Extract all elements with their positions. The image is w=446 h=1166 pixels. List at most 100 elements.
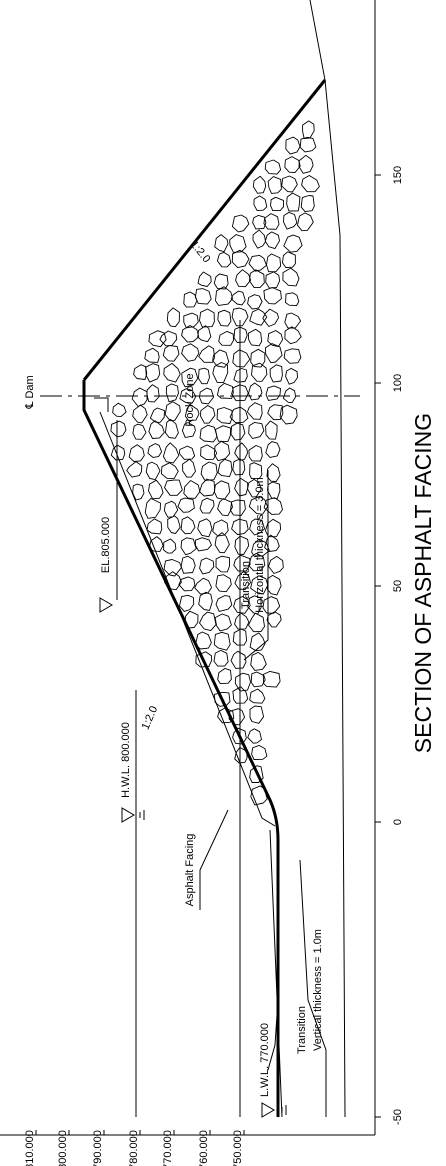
rock: [265, 385, 281, 401]
rock: [149, 407, 165, 423]
ground-line: [309, 0, 326, 81]
rock: [194, 631, 212, 650]
rock: [263, 213, 280, 230]
foundation-line: [324, 79, 346, 1118]
rock: [283, 234, 303, 253]
rock: [232, 349, 251, 368]
rock: [212, 519, 229, 537]
rock: [266, 574, 282, 596]
level-symbol: [99, 597, 113, 613]
rock: [213, 649, 229, 667]
rock: [248, 552, 266, 572]
rock: [285, 292, 300, 307]
rock: [234, 477, 249, 497]
rock: [266, 611, 282, 628]
rock: [265, 441, 281, 458]
rock: [284, 312, 302, 329]
rock: [253, 195, 268, 212]
rock: [184, 404, 200, 421]
rock: [217, 667, 232, 685]
rock: [163, 538, 177, 554]
rock: [179, 594, 195, 612]
rock: [194, 288, 212, 305]
rock: [267, 404, 284, 421]
rock: [263, 497, 283, 515]
rock: [234, 672, 251, 692]
rock: [197, 518, 213, 538]
rock: [247, 294, 263, 310]
rock: [132, 404, 148, 424]
rock: [214, 532, 230, 554]
rock: [215, 286, 233, 306]
rock-zone: [110, 120, 320, 806]
rock: [214, 234, 229, 253]
transition-label: Transition: [240, 561, 252, 609]
rock: [269, 364, 283, 383]
rock: [231, 307, 249, 327]
rock: [146, 518, 163, 535]
rock: [164, 418, 179, 439]
rock: [199, 387, 215, 405]
rock: [249, 462, 263, 479]
rock: [213, 631, 231, 651]
rock: [284, 326, 302, 345]
elevation-label: 790.000: [92, 1130, 104, 1166]
rock: [212, 349, 230, 368]
rock: [162, 345, 180, 362]
rock: [165, 383, 179, 403]
rock: [230, 650, 247, 669]
rock: [284, 156, 301, 173]
rock: [212, 362, 229, 383]
rock: [251, 362, 268, 382]
rock: [195, 537, 212, 552]
rock: [233, 596, 251, 614]
rock: [232, 727, 247, 745]
rock: [183, 291, 198, 308]
station-label: 0: [392, 819, 404, 825]
transition-label: Transition: [296, 1006, 308, 1054]
rock: [279, 404, 298, 425]
rock: [213, 273, 229, 290]
rock: [232, 686, 249, 704]
rock: [248, 254, 267, 272]
rock: [252, 175, 267, 194]
downstream-slope: [82, 79, 327, 381]
rock: [217, 309, 232, 327]
rock: [213, 440, 231, 462]
elevation-label: 810.000: [24, 1130, 36, 1166]
rock: [148, 420, 165, 439]
rock: [215, 595, 233, 612]
level-symbol: [121, 807, 145, 823]
transition-line: [99, 411, 276, 827]
rock: [262, 670, 281, 688]
station-label: -50: [392, 1109, 404, 1125]
title: SECTION OF ASPHALT FACING: [410, 413, 436, 753]
rock: [252, 229, 266, 249]
rock: [249, 632, 266, 652]
dam-axis-label: ℄ Dam: [24, 375, 36, 409]
rock: [232, 628, 248, 646]
rock: [234, 535, 250, 555]
rock: [229, 406, 249, 424]
rock: [179, 388, 197, 404]
rock: [283, 348, 302, 364]
rock: [282, 387, 297, 404]
rock: [249, 688, 266, 704]
rock: [231, 384, 249, 402]
rock: [270, 196, 285, 212]
rock: [285, 136, 301, 155]
leader: [243, 470, 269, 661]
asphalt-label: Asphalt Facing: [184, 834, 196, 907]
rock: [159, 330, 178, 347]
rock: [200, 461, 218, 481]
rock: [248, 421, 265, 439]
rock: [247, 328, 263, 347]
rock: [249, 765, 264, 783]
rock: [267, 176, 282, 194]
rock: [248, 269, 265, 289]
rock: [199, 424, 218, 443]
rock: [177, 497, 195, 513]
rock: [183, 480, 201, 499]
rock: [214, 613, 232, 632]
rock: [301, 175, 320, 193]
